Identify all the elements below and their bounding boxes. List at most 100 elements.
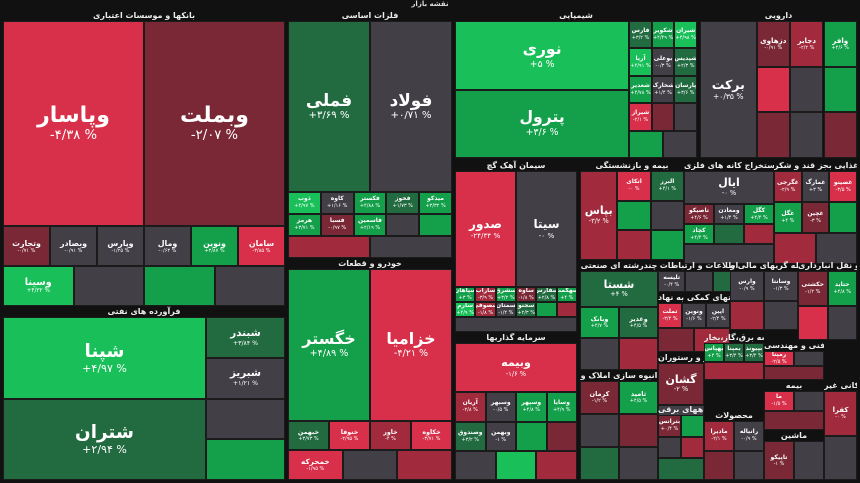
stock-tile-unlabeled[interactable]	[658, 327, 694, 352]
stock-tile[interactable]: وسبهر -۰/۵ %	[485, 392, 516, 422]
stock-tile[interactable]: وسایا +۴/۹ %	[546, 392, 577, 422]
stock-tile-unlabeled[interactable]	[619, 447, 658, 480]
stock-tile[interactable]: رانیاله -۰/۹ %	[734, 421, 764, 451]
stock-tile[interactable]: سامان -۳/۸۵ %	[238, 226, 285, 267]
stock-tile-unlabeled[interactable]	[704, 450, 734, 480]
stock-tile[interactable]: خبهمن +۳/۷۳ %	[288, 420, 329, 451]
stock-tile-unlabeled[interactable]	[704, 361, 764, 380]
stock-tile-unlabeled[interactable]	[214, 266, 285, 306]
stock-tile[interactable]: سشرق +۳/۲ %	[495, 286, 516, 302]
stock-tile[interactable]: شستا +۴ %	[580, 271, 658, 307]
stock-tile-unlabeled[interactable]	[556, 301, 577, 317]
stock-tile[interactable]: اپین -۲/۴ %	[706, 303, 730, 328]
stock-tile[interactable]: خاور -۴ %	[370, 420, 411, 451]
stock-tile[interactable]: حکشتی -۱/۲ %	[798, 271, 828, 306]
stock-tile[interactable]: شپنا +۴/۹۷ %	[3, 317, 207, 399]
stock-tile[interactable]: شیراز -۲/۱ %	[629, 103, 652, 131]
stock-tile[interactable]: فارس +۳/۲ %	[629, 21, 652, 49]
stock-tile-unlabeled[interactable]	[815, 233, 857, 264]
stock-tile[interactable]: خگستر +۴/۸۹ %	[288, 269, 370, 421]
stock-tile[interactable]: هرمز +۳/۷۱ %	[288, 213, 321, 236]
stock-tile[interactable]: خنوفا -۲/۹۵ %	[329, 420, 370, 451]
stock-tile-unlabeled[interactable]	[536, 301, 557, 317]
stock-tile[interactable]: آریا +۴/۹۱ %	[629, 48, 652, 76]
stock-tile-unlabeled[interactable]	[790, 66, 824, 113]
stock-tile[interactable]: وبهمن -۱ %	[485, 421, 516, 451]
stock-tile-unlabeled[interactable]	[681, 436, 704, 459]
stock-tile[interactable]: ثامید +۴/۵ %	[619, 381, 658, 414]
stock-tile[interactable]: بترانس +۰/۴ %	[658, 415, 681, 437]
stock-tile[interactable]: ونوین -۱/۶ %	[682, 303, 706, 328]
stock-tile-unlabeled[interactable]	[756, 112, 790, 158]
stock-tile[interactable]: غمارگ +۳ %	[801, 171, 830, 202]
stock-tile[interactable]: وسپهر +۴/۸ %	[516, 392, 547, 422]
stock-tile[interactable]: خزامیا -۴/۲۱ %	[370, 269, 452, 421]
stock-tile[interactable]: وارس -۰/۹ %	[730, 271, 764, 301]
stock-tile[interactable]: تلیسه -۰/۴ %	[658, 271, 686, 292]
stock-tile[interactable]: وپارس -۱/۲۵ %	[97, 226, 144, 267]
stock-tile[interactable]: خمحرکه -۱/۹۵ %	[288, 450, 343, 480]
stock-tile[interactable]: وبانک +۴/۷ %	[580, 306, 619, 339]
stock-tile[interactable]: خکاوه -۳/۷۱ %	[411, 420, 452, 451]
stock-tile[interactable]: تملت -۳/۴ %	[658, 303, 682, 328]
stock-tile-unlabeled[interactable]	[619, 414, 658, 447]
stock-tile-unlabeled[interactable]	[685, 271, 713, 292]
stock-tile[interactable]: شتران +۲/۹۴ %	[3, 398, 207, 480]
stock-tile-unlabeled[interactable]	[756, 66, 790, 113]
stock-tile[interactable]: وغدیر +۴/۵ %	[619, 306, 658, 339]
stock-tile[interactable]: غصینو -۳/۵ %	[829, 171, 857, 202]
stock-tile-unlabeled[interactable]	[386, 213, 420, 236]
stock-tile[interactable]: فملی +۳/۶۹ %	[288, 21, 370, 192]
stock-tile-unlabeled[interactable]	[619, 338, 658, 370]
stock-tile-unlabeled[interactable]	[650, 200, 684, 231]
stock-tile[interactable]: وتجارت -۰/۷۱ %	[3, 226, 50, 267]
stock-tile-unlabeled[interactable]	[495, 450, 537, 480]
stock-tile[interactable]: سهگمت+۴ %	[556, 286, 577, 302]
stock-tile[interactable]: کفرا -۰ %	[824, 391, 857, 436]
stock-tile-unlabeled[interactable]	[546, 421, 577, 451]
stock-tile-unlabeled[interactable]	[342, 450, 398, 480]
stock-tile-unlabeled[interactable]	[824, 435, 857, 480]
stock-tile[interactable]: شخارک +۱/۴ %	[651, 75, 675, 104]
stock-tile-unlabeled[interactable]	[798, 305, 828, 340]
stock-tile[interactable]: ساراب -۳/۹ %	[475, 286, 496, 302]
stock-tile[interactable]: بوعلی -۰/۳ %	[651, 48, 675, 76]
stock-tile[interactable]: برکت +۰/۳۵ %	[700, 21, 757, 158]
stock-tile-unlabeled[interactable]	[774, 233, 816, 264]
stock-tile[interactable]: نوری +۵ %	[455, 21, 630, 90]
stock-tile[interactable]: گشان -۲ %	[658, 363, 704, 406]
stock-tile-unlabeled[interactable]	[764, 410, 824, 430]
stock-tile-unlabeled[interactable]	[536, 450, 577, 480]
stock-tile[interactable]: وسینا +۴/۳۲ %	[3, 266, 74, 306]
stock-tile[interactable]: سارم +۴/۹ %	[455, 301, 476, 317]
stock-tile-unlabeled[interactable]	[206, 439, 285, 480]
stock-tile[interactable]: ومال -۰/۶۳ %	[144, 226, 191, 267]
stock-tile[interactable]: فاسمین +۲/۱۹ %	[353, 213, 387, 236]
stock-tile-unlabeled[interactable]	[663, 130, 697, 158]
stock-tile-unlabeled[interactable]	[658, 458, 704, 480]
stock-tile[interactable]: وافر +۴/۶ %	[823, 21, 857, 67]
stock-tile-unlabeled[interactable]	[734, 450, 764, 480]
stock-tile[interactable]: وصندوق +۳/۲ %	[455, 421, 486, 451]
stock-tile-unlabeled[interactable]	[144, 266, 215, 306]
stock-tile-unlabeled[interactable]	[516, 421, 547, 451]
stock-tile[interactable]: شغدیر +۴/۷۸ %	[629, 75, 652, 104]
stock-tile-unlabeled[interactable]	[794, 391, 824, 411]
stock-tile[interactable]: شپدیس +۲/۳ %	[674, 48, 697, 76]
stock-tile[interactable]: مادیرا -۲/۱ %	[704, 421, 734, 451]
stock-tile[interactable]: رمپنا -۲/۵ %	[764, 351, 794, 366]
stock-tile[interactable]: صدور -۲۴/۳۴ %	[455, 171, 516, 287]
stock-tile[interactable]: شکویر +۴/۴۹ %	[651, 21, 675, 49]
stock-tile-unlabeled[interactable]	[617, 200, 651, 231]
stock-tile-unlabeled[interactable]	[829, 202, 857, 233]
stock-tile-unlabeled[interactable]	[827, 305, 857, 340]
stock-tile-unlabeled[interactable]	[684, 244, 774, 264]
stock-tile[interactable]: سیتا -۰ %	[516, 171, 577, 287]
stock-tile[interactable]: بمپنا +۳/۴ %	[724, 343, 744, 362]
stock-tile[interactable]: وبملت -۲/۰۷ %	[144, 21, 285, 227]
stock-tile[interactable]: غگل +۴ %	[774, 202, 802, 233]
stock-tile-unlabeled[interactable]	[617, 230, 651, 260]
stock-tile-unlabeled[interactable]	[397, 450, 452, 480]
stock-tile-unlabeled[interactable]	[580, 414, 619, 447]
stock-tile[interactable]: بهپاس +۴ %	[704, 343, 724, 362]
